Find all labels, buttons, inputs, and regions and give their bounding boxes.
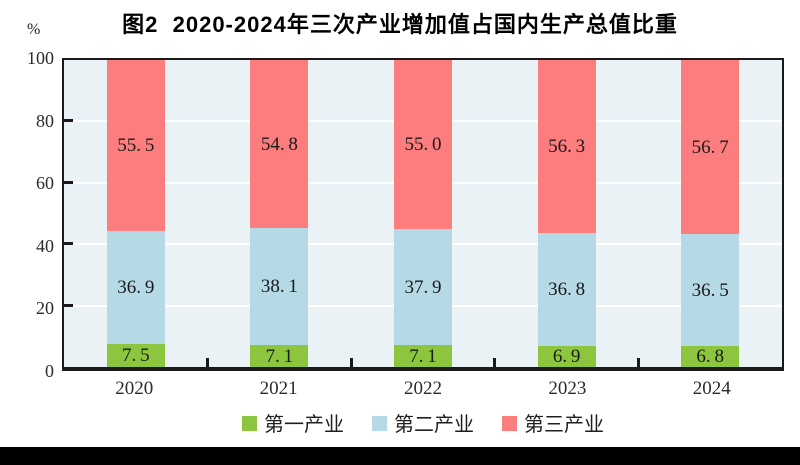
legend-swatch-secondary-industry xyxy=(372,416,387,431)
chart-title: 图2 2020-2024年三次产业增加值占国内生产总值比重 xyxy=(122,12,678,37)
x-axis-label-2022: 2022 xyxy=(404,378,442,399)
data-label: 56. 7 xyxy=(691,136,729,158)
y-tick-40 xyxy=(64,242,73,246)
x-axis-label-2024: 2024 xyxy=(692,378,731,399)
x-tick-3 xyxy=(493,358,497,367)
data-label: 6. 9 xyxy=(552,345,581,367)
data-label: 55. 5 xyxy=(117,135,155,157)
y-tick-60 xyxy=(64,180,73,184)
bar-2022-segment-secondary-industry: 37. 9 xyxy=(394,228,452,346)
bar-2020: 55. 5 36. 9 7. 5 xyxy=(106,60,165,367)
x-axis-label-2021: 2021 xyxy=(259,378,298,399)
y-tick-80 xyxy=(64,119,73,123)
data-label: 56. 3 xyxy=(548,135,586,157)
x-axis-label-2023: 2023 xyxy=(548,378,587,399)
bar-2024: 56. 7 36. 5 6. 8 xyxy=(681,60,740,368)
bar-2021-segment-secondary-industry: 38. 1 xyxy=(250,228,309,346)
data-label: 55. 0 xyxy=(404,133,442,155)
legend-label: 第三产业 xyxy=(524,414,604,436)
bar-2023-segment-primary-industry: 6. 9 xyxy=(537,345,596,367)
bar-2020-segment-secondary-industry: 36. 9 xyxy=(106,230,165,344)
data-label: 54. 8 xyxy=(260,133,298,155)
data-label: 6. 8 xyxy=(696,346,724,368)
y-axis-label-60: 60 xyxy=(36,173,54,194)
data-label: 7. 5 xyxy=(122,344,150,366)
data-label: 36. 9 xyxy=(117,276,155,298)
data-label: 7. 1 xyxy=(265,345,294,367)
bar-2023-segment-tertiary-industry: 56. 3 xyxy=(537,60,596,233)
bar-2024-segment-primary-industry: 6. 8 xyxy=(681,346,740,368)
x-axis-label-2020: 2020 xyxy=(115,378,154,399)
bar-2021-segment-tertiary-industry: 54. 8 xyxy=(250,60,309,229)
bar-2021-segment-primary-industry: 7. 1 xyxy=(250,345,309,367)
legend: 第一产业 第二产业 第三产业 xyxy=(62,408,784,437)
x-tick-4 xyxy=(636,358,640,367)
y-axis-label-100: 100 xyxy=(27,48,54,68)
data-label: 37. 9 xyxy=(404,276,442,298)
legend-item-tertiary-industry: 第三产业 xyxy=(502,408,604,437)
plot-area: 55. 5 36. 9 7. 5 54. 8 38. 1 7. 1 55. 0 37. 9 7.… xyxy=(62,58,784,371)
y-axis-label-20: 20 xyxy=(36,298,54,319)
y-axis-label-0: 0 xyxy=(45,361,54,381)
legend-item-primary-industry: 第一产业 xyxy=(242,408,344,437)
bar-2020-segment-tertiary-industry: 55. 5 xyxy=(106,60,165,231)
y-tick-20 xyxy=(64,303,73,307)
bar-2023: 56. 3 36. 8 6. 9 xyxy=(537,60,596,367)
bar-2023-segment-secondary-industry: 36. 8 xyxy=(537,232,596,346)
legend-swatch-primary-industry xyxy=(242,416,257,431)
bottom-black-bar xyxy=(0,447,800,465)
bar-2022-segment-tertiary-industry: 55. 0 xyxy=(394,60,452,229)
bar-2024-segment-secondary-industry: 36. 5 xyxy=(681,234,740,347)
bar-2022: 55. 0 37. 9 7. 1 xyxy=(394,60,452,367)
bar-2024-segment-tertiary-industry: 56. 7 xyxy=(681,60,740,235)
legend-label: 第一产业 xyxy=(264,414,344,436)
bar-2020-segment-primary-industry: 7. 5 xyxy=(106,343,165,367)
x-tick-2 xyxy=(349,358,353,367)
legend-label: 第二产业 xyxy=(394,414,474,436)
y-axis-label-40: 40 xyxy=(36,235,54,256)
legend-item-secondary-industry: 第二产业 xyxy=(372,408,474,437)
y-axis-label-80: 80 xyxy=(36,110,54,131)
x-tick-1 xyxy=(206,358,210,367)
data-label: 36. 8 xyxy=(548,278,586,300)
bar-2021: 54. 8 38. 1 7. 1 xyxy=(250,60,309,367)
y-axis-unit-label: % xyxy=(27,21,41,38)
data-label: 36. 5 xyxy=(691,279,729,301)
bar-2022-segment-primary-industry: 7. 1 xyxy=(394,345,452,367)
data-label: 7. 1 xyxy=(409,345,437,367)
legend-swatch-tertiary-industry xyxy=(502,416,517,431)
data-label: 38. 1 xyxy=(260,276,298,298)
